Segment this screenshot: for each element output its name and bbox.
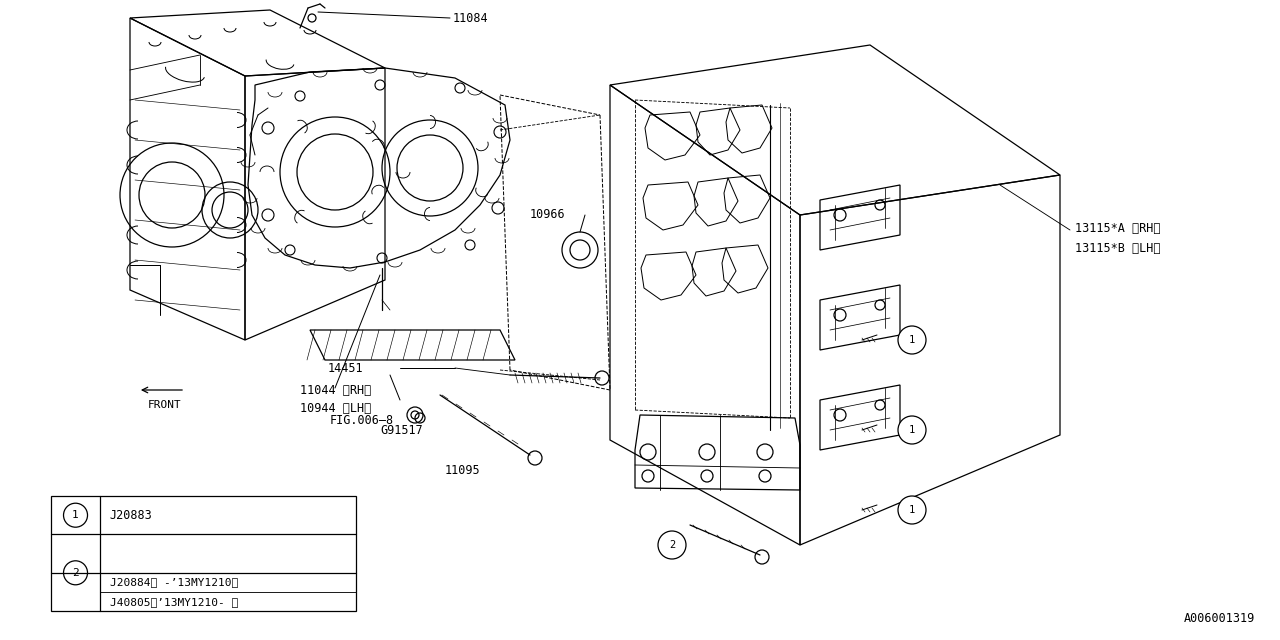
Text: 11084: 11084 [453, 12, 489, 24]
Text: 1: 1 [72, 510, 79, 520]
Text: J40805〈’13MY1210- 〉: J40805〈’13MY1210- 〉 [110, 596, 238, 607]
Text: FIG.006–8: FIG.006–8 [330, 413, 394, 426]
Text: G91517: G91517 [380, 424, 422, 436]
Text: 1: 1 [909, 335, 915, 345]
Text: 13115*B 〈LH〉: 13115*B 〈LH〉 [1075, 241, 1161, 255]
Bar [51, 496, 356, 611]
Circle shape [899, 326, 925, 354]
Text: J20884〈 -’13MY1210〉: J20884〈 -’13MY1210〉 [110, 577, 238, 588]
Text: 10966: 10966 [530, 209, 566, 221]
Circle shape [899, 416, 925, 444]
Text: 13115*A 〈RH〉: 13115*A 〈RH〉 [1075, 221, 1161, 234]
Text: 2: 2 [72, 568, 79, 578]
Circle shape [658, 531, 686, 559]
Text: 1: 1 [909, 425, 915, 435]
Text: J20883: J20883 [110, 509, 152, 522]
Text: 10944 〈LH〉: 10944 〈LH〉 [300, 401, 371, 415]
Text: 14451: 14451 [328, 362, 364, 374]
Circle shape [899, 496, 925, 524]
Text: 1: 1 [909, 505, 915, 515]
Text: 11044 〈RH〉: 11044 〈RH〉 [300, 383, 371, 397]
Text: 11095: 11095 [445, 463, 480, 477]
Text: FRONT: FRONT [148, 400, 182, 410]
Text: A006001319: A006001319 [1184, 612, 1254, 625]
Text: 2: 2 [669, 540, 675, 550]
